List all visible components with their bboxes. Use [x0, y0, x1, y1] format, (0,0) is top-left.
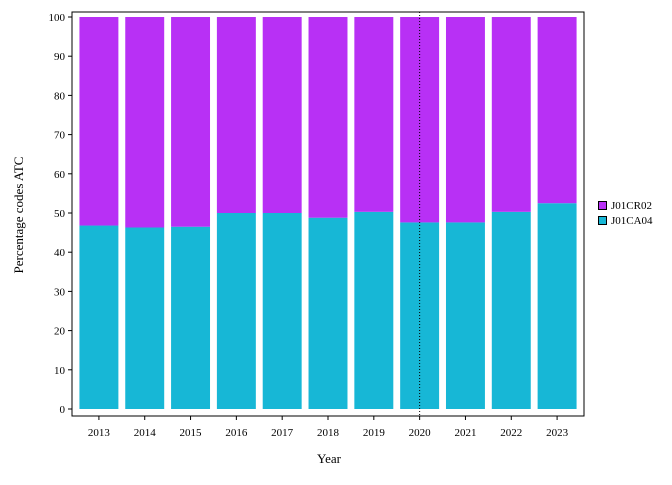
bar-j01ca04-2019 — [354, 211, 394, 409]
legend-item-j01ca04: J01CA04 — [598, 213, 653, 228]
x-tick-label-2019: 2019 — [363, 427, 386, 439]
bar-j01cr02-2020 — [400, 17, 440, 223]
bar-j01ca04-2021 — [445, 222, 485, 409]
bar-j01ca04-2015 — [171, 226, 211, 409]
bar-j01ca04-2017 — [262, 213, 302, 409]
x-tick-label-2014: 2014 — [134, 427, 157, 439]
bar-j01cr02-2017 — [262, 17, 302, 213]
x-tick-label-2016: 2016 — [225, 427, 248, 439]
x-tick-label-2022: 2022 — [500, 427, 522, 439]
y-tick-label-80: 80 — [54, 90, 66, 102]
x-tick-label-2017: 2017 — [271, 427, 294, 439]
bar-j01cr02-2019 — [354, 17, 394, 212]
bar-j01cr02-2015 — [171, 17, 211, 227]
x-tick-label-2020: 2020 — [409, 427, 432, 439]
y-tick-label-60: 60 — [54, 169, 66, 181]
x-tick-label-2015: 2015 — [180, 427, 203, 439]
y-tick-label-70: 70 — [54, 130, 66, 142]
bar-j01cr02-2023 — [537, 17, 577, 204]
bar-j01ca04-2023 — [537, 203, 577, 409]
bar-j01ca04-2013 — [79, 225, 119, 409]
x-tick-label-2018: 2018 — [317, 427, 340, 439]
bar-j01cr02-2013 — [79, 17, 119, 226]
y-tick-label-50: 50 — [54, 208, 66, 220]
y-axis-title: Percentage codes ATC — [11, 157, 26, 274]
bar-j01cr02-2014 — [125, 17, 165, 228]
y-tick-label-90: 90 — [54, 51, 66, 63]
legend-swatch-j01cr02 — [598, 201, 607, 210]
y-axis: 0 10 20 30 40 50 60 70 80 90 100 — [49, 12, 72, 416]
bar-j01cr02-2016 — [216, 17, 256, 213]
bar-j01cr02-2018 — [308, 17, 348, 218]
bar-j01cr02-2022 — [491, 17, 531, 212]
x-tick-label-2023: 2023 — [546, 427, 569, 439]
bar-j01ca04-2016 — [216, 213, 256, 409]
bar-j01ca04-2014 — [125, 227, 165, 409]
legend-swatch-j01ca04 — [598, 216, 607, 225]
y-tick-label-10: 10 — [54, 365, 66, 377]
y-tick-label-0: 0 — [60, 404, 66, 416]
bars-layer — [79, 17, 577, 409]
x-axis: 2013 2014 2015 2016 2017 2018 2019 2020 2021 2022… — [88, 416, 569, 439]
legend-item-j01cr02: J01CR02 — [598, 198, 653, 213]
x-tick-label-2021: 2021 — [454, 427, 476, 439]
bar-j01ca04-2022 — [491, 211, 531, 409]
legend-label-j01ca04: J01CA04 — [611, 214, 653, 227]
x-axis-title: Year — [317, 451, 342, 466]
legend: J01CR02 J01CA04 — [598, 198, 653, 228]
bar-j01cr02-2021 — [445, 17, 485, 223]
y-tick-label-20: 20 — [54, 326, 66, 338]
y-tick-label-40: 40 — [54, 247, 66, 259]
legend-label-j01cr02: J01CR02 — [611, 199, 652, 212]
bar-j01ca04-2018 — [308, 217, 348, 409]
y-tick-label-100: 100 — [49, 12, 66, 24]
y-tick-label-30: 30 — [54, 286, 66, 298]
x-tick-label-2013: 2013 — [88, 427, 111, 439]
